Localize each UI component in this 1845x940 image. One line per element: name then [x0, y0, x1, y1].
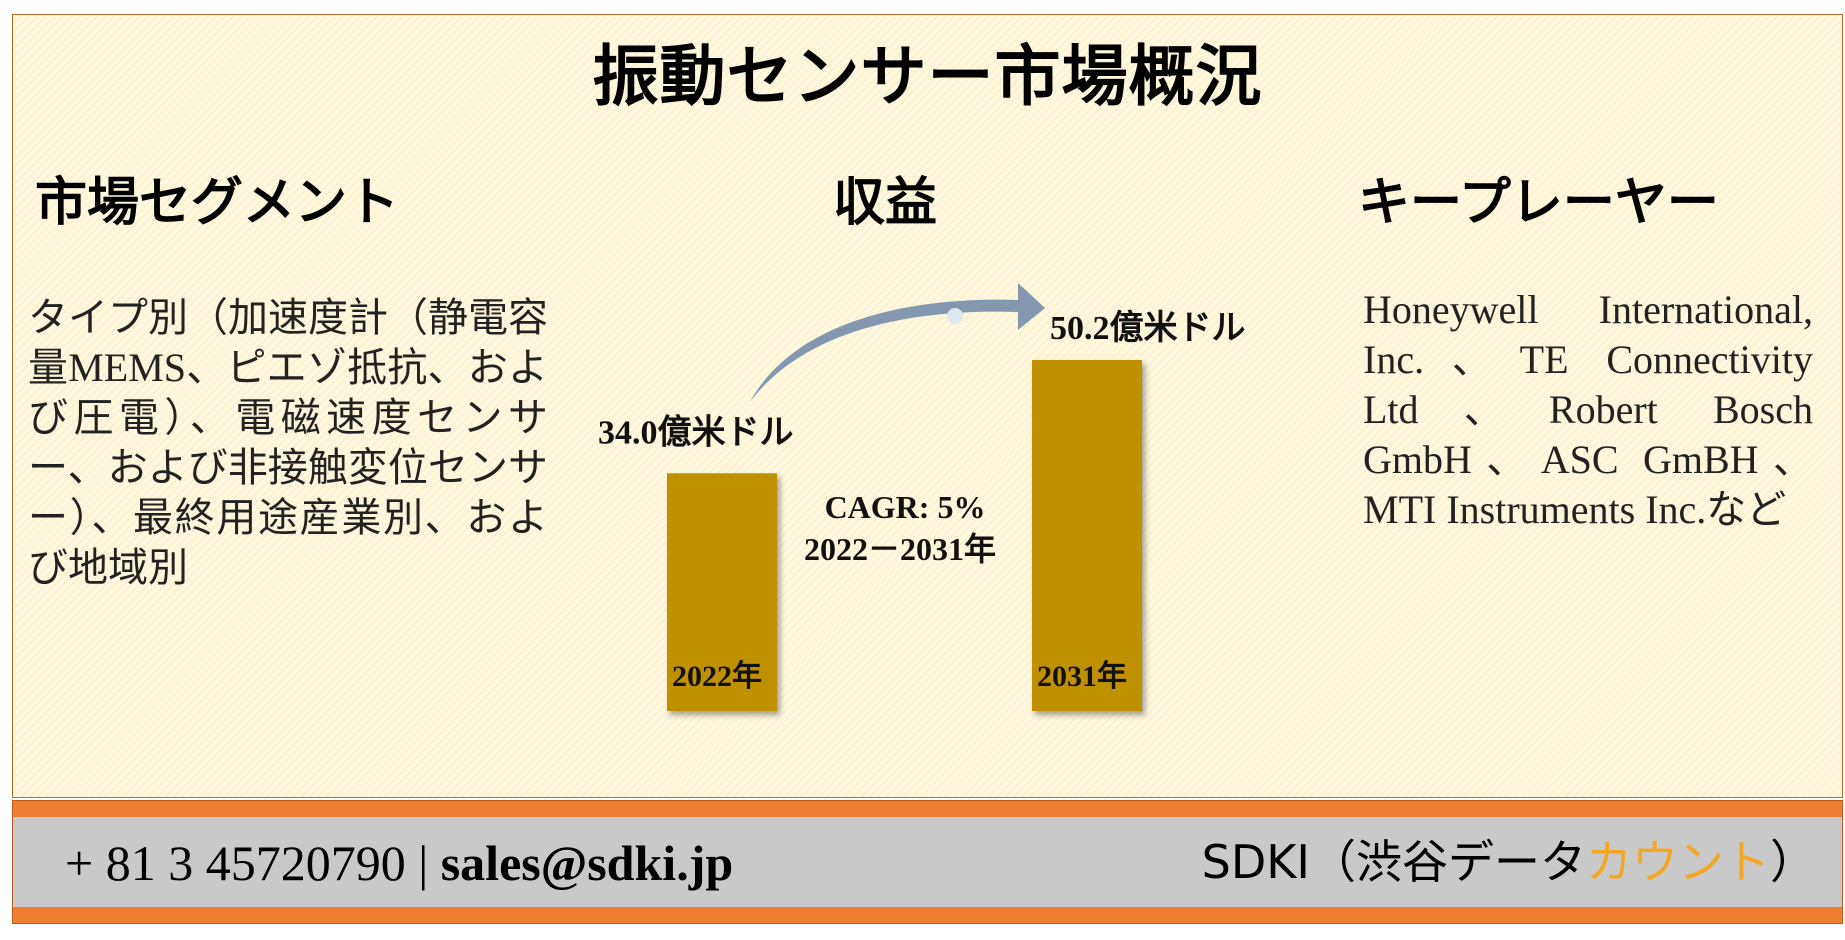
- overview-panel: 振動センサー市場概況 市場セグメント 収益 キープレーヤー タイプ別（加速度計（…: [12, 14, 1843, 798]
- brand-suffix: ）: [1770, 835, 1816, 889]
- revenue-heading: 収益: [833, 175, 938, 232]
- phone-number[interactable]: + 81 3 45720790: [65, 835, 406, 891]
- cagr-period-text: 2022－2031年: [804, 531, 996, 567]
- value-label-2: 50.2億米ドル: [1050, 309, 1246, 347]
- separator: |: [418, 835, 429, 891]
- brand-prefix: SDKI（渋谷データ: [1201, 835, 1586, 889]
- revenue-chart: 2022年 34.0億米ドル 2031年 50.2億米ドル CAGR: 5% 2022…: [598, 283, 1246, 711]
- brand-name: SDKI（渋谷データカウント）: [1202, 817, 1816, 907]
- page-title: 振動センサー市場概況: [592, 41, 1263, 114]
- growth-arrow-icon: [750, 283, 1045, 402]
- segments-heading: 市場セグメント: [35, 175, 400, 232]
- category-label-2: 2031年: [1037, 660, 1127, 693]
- footer-band: + 81 3 45720790 | sales@sdki.jp SDKI（渋谷デ…: [13, 817, 1842, 907]
- segments-text: タイプ別（加速度計（静電容量MEMS、ピエゾ抵抗、および圧電）、電磁速度センサー…: [28, 295, 548, 590]
- contact-info: + 81 3 45720790 | sales@sdki.jp: [65, 817, 733, 907]
- footer: + 81 3 45720790 | sales@sdki.jp SDKI（渋谷デ…: [12, 800, 1843, 924]
- arrow-dot-icon: [947, 308, 963, 324]
- bars-layer: 2022年 34.0億米ドル 2031年 50.2億米ドル: [598, 309, 1246, 711]
- value-label-1: 34.0億米ドル: [598, 413, 794, 451]
- category-label-1: 2022年: [672, 660, 762, 693]
- key-players-text: Honeywell International, Inc.、TE Connect…: [1363, 287, 1813, 532]
- email-link[interactable]: sales@sdki.jp: [440, 835, 734, 891]
- bar-1: [667, 473, 777, 711]
- key-players-heading: キープレーヤー: [1358, 175, 1719, 232]
- cagr-text: CAGR: 5%: [825, 489, 986, 525]
- bar-2: [1032, 360, 1142, 711]
- brand-accent: カウント: [1586, 835, 1770, 889]
